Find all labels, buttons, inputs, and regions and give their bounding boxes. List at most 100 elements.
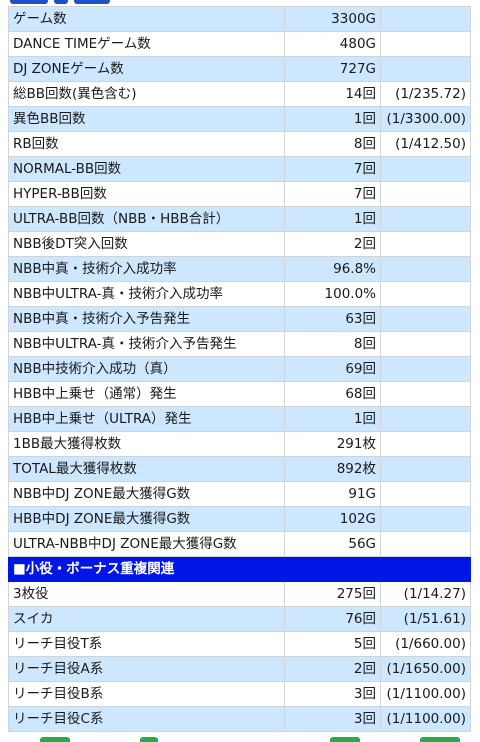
row-value: 100.0% [284, 281, 381, 307]
row-label: 総BB回数(異色含む) [8, 81, 285, 107]
row-value: 2回 [284, 231, 381, 257]
row-rate [380, 306, 471, 332]
row-rate [380, 206, 471, 232]
table-row: NBB中技術介入成功（真） 69回 [8, 356, 471, 382]
row-label: NBB中DJ ZONE最大獲得G数 [8, 481, 285, 507]
row-value: 69回 [284, 356, 381, 382]
row-value: 1回 [284, 106, 381, 132]
row-label: NBB中真・技術介入成功率 [8, 256, 285, 282]
row-rate [380, 381, 471, 407]
top-tab-fragment [54, 0, 68, 4]
row-label: リーチ目役C系 [8, 706, 285, 732]
row-value: 102G [284, 506, 381, 532]
row-label: リーチ目役A系 [8, 656, 285, 682]
row-value: 56G [284, 531, 381, 557]
row-value: 1回 [284, 406, 381, 432]
row-rate [380, 331, 471, 357]
row-label: RB回数 [8, 131, 285, 157]
row-value: 8回 [284, 131, 381, 157]
table-row: DJ ZONEゲーム数 727G [8, 56, 471, 82]
row-value: 5回 [284, 631, 381, 657]
table-row: HYPER-BB回数 7回 [8, 181, 471, 207]
row-value: 63回 [284, 306, 381, 332]
row-label: HBB中上乗せ（通常）発生 [8, 381, 285, 407]
row-value: 275回 [284, 581, 381, 607]
row-value: 3回 [284, 681, 381, 707]
section-header-body: ■小役・ボーナス重複関連 [8, 556, 471, 582]
table-row: HBB中上乗せ（通常）発生 68回 [8, 381, 471, 407]
row-value: 3回 [284, 706, 381, 732]
row-label: NBB中ULTRA-真・技術介入予告発生 [8, 331, 285, 357]
row-label: HBB中上乗せ（ULTRA）発生 [8, 406, 285, 432]
row-value: 892枚 [284, 456, 381, 482]
bottom-bar-fragment [420, 737, 460, 742]
row-rate [380, 406, 471, 432]
table-row: DANCE TIMEゲーム数 480G [8, 31, 471, 57]
row-label: HBB中DJ ZONE最大獲得G数 [8, 506, 285, 532]
table-row: リーチ目役C系 3回 (1/1100.00) [8, 706, 471, 732]
table-row: ULTRA-NBB中DJ ZONE最大獲得G数 56G [8, 531, 471, 557]
row-rate [380, 256, 471, 282]
row-label: NBB後DT突入回数 [8, 231, 285, 257]
row-label: NBB中真・技術介入予告発生 [8, 306, 285, 332]
row-label: ゲーム数 [8, 6, 285, 32]
row-value: 480G [284, 31, 381, 57]
row-value: 91G [284, 481, 381, 507]
row-label: TOTAL最大獲得枚数 [8, 456, 285, 482]
bottom-bar-fragment [140, 737, 158, 742]
row-rate [380, 6, 471, 32]
table-row: スイカ 76回 (1/51.61) [8, 606, 471, 632]
koyaku-body: 3枚役 275回 (1/14.27) スイカ 76回 (1/51.61) リーチ目役T系 5回… [8, 581, 471, 732]
table-row: NBB後DT突入回数 2回 [8, 231, 471, 257]
row-label: HYPER-BB回数 [8, 181, 285, 207]
row-label: 3枚役 [8, 581, 285, 607]
row-rate: (1/235.72) [380, 81, 471, 107]
row-rate [380, 431, 471, 457]
row-value: 1回 [284, 206, 381, 232]
table-row: ゲーム数 3300G [8, 6, 471, 32]
row-value: 2回 [284, 656, 381, 682]
row-label: NBB中ULTRA-真・技術介入成功率 [8, 281, 285, 307]
row-value: 14回 [284, 81, 381, 107]
table-row: 1BB最大獲得枚数 291枚 [8, 431, 471, 457]
row-label: リーチ目役B系 [8, 681, 285, 707]
row-label: リーチ目役T系 [8, 631, 285, 657]
bottom-bar-fragment [40, 737, 70, 742]
table-row: RB回数 8回 (1/412.50) [8, 131, 471, 157]
table-row: HBB中DJ ZONE最大獲得G数 102G [8, 506, 471, 532]
table-row: TOTAL最大獲得枚数 892枚 [8, 456, 471, 482]
table-row: リーチ目役B系 3回 (1/1100.00) [8, 681, 471, 707]
row-value: 727G [284, 56, 381, 82]
row-rate [380, 181, 471, 207]
row-rate [380, 231, 471, 257]
row-label: DANCE TIMEゲーム数 [8, 31, 285, 57]
table-row: HBB中上乗せ（ULTRA）発生 1回 [8, 406, 471, 432]
row-rate [380, 281, 471, 307]
stats-body: ゲーム数 3300G DANCE TIMEゲーム数 480G DJ ZONEゲーム数 72… [8, 6, 471, 557]
table-row: NBB中ULTRA-真・技術介入成功率 100.0% [8, 281, 471, 307]
row-rate: (1/14.27) [380, 581, 471, 607]
table-row: 3枚役 275回 (1/14.27) [8, 581, 471, 607]
row-value: 96.8% [284, 256, 381, 282]
row-label: 異色BB回数 [8, 106, 285, 132]
table-row: 異色BB回数 1回 (1/3300.00) [8, 106, 471, 132]
row-label: 1BB最大獲得枚数 [8, 431, 285, 457]
table-row: 総BB回数(異色含む) 14回 (1/235.72) [8, 81, 471, 107]
stats-table: ゲーム数 3300G DANCE TIMEゲーム数 480G DJ ZONEゲーム数 72… [8, 6, 471, 732]
row-rate: (1/1100.00) [380, 681, 471, 707]
row-rate: (1/660.00) [380, 631, 471, 657]
top-tab-fragment [10, 0, 48, 4]
table-row: NBB中真・技術介入成功率 96.8% [8, 256, 471, 282]
row-label: ULTRA-BB回数（NBB・HBB合計） [8, 206, 285, 232]
row-rate: (1/412.50) [380, 131, 471, 157]
top-edge [0, 0, 480, 6]
row-value: 76回 [284, 606, 381, 632]
row-label: スイカ [8, 606, 285, 632]
table-row: ULTRA-BB回数（NBB・HBB合計） 1回 [8, 206, 471, 232]
row-rate [380, 356, 471, 382]
row-value: 7回 [284, 156, 381, 182]
row-value: 68回 [284, 381, 381, 407]
table-row: NBB中DJ ZONE最大獲得G数 91G [8, 481, 471, 507]
row-rate [380, 156, 471, 182]
row-rate: (1/3300.00) [380, 106, 471, 132]
